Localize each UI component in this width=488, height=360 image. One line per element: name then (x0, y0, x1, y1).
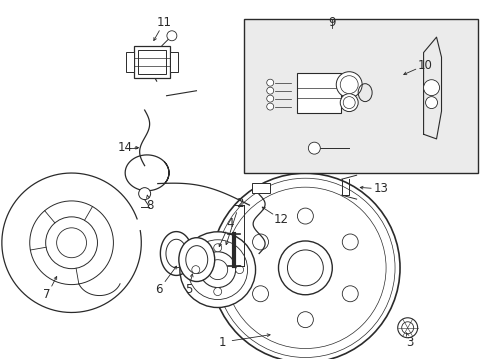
Bar (244, 19, 477, 173)
Circle shape (252, 286, 268, 302)
Bar (297, 73, 341, 113)
Circle shape (278, 241, 332, 295)
Circle shape (266, 87, 273, 94)
Text: 1: 1 (219, 336, 226, 348)
Text: 4: 4 (225, 216, 233, 230)
Circle shape (213, 244, 221, 252)
Circle shape (235, 266, 243, 274)
Text: 2: 2 (235, 197, 243, 210)
Circle shape (336, 72, 362, 98)
Circle shape (342, 286, 358, 302)
Ellipse shape (179, 238, 214, 282)
Circle shape (139, 188, 150, 199)
Bar (134, 46, 169, 78)
Text: 7: 7 (43, 288, 51, 301)
Circle shape (340, 94, 357, 112)
Text: 10: 10 (416, 59, 431, 72)
Circle shape (252, 234, 268, 250)
Circle shape (266, 95, 273, 102)
Circle shape (423, 80, 439, 96)
Text: 12: 12 (273, 213, 288, 226)
Circle shape (180, 232, 255, 307)
Circle shape (213, 288, 221, 296)
Circle shape (266, 79, 273, 86)
Text: 6: 6 (155, 283, 163, 296)
Bar (169, 52, 178, 72)
Circle shape (397, 318, 417, 338)
Text: 14: 14 (118, 141, 132, 154)
Circle shape (297, 208, 313, 224)
Text: 8: 8 (145, 199, 153, 212)
Bar (251, 183, 269, 193)
Circle shape (425, 96, 437, 109)
Circle shape (343, 96, 354, 109)
Bar (138, 50, 165, 73)
Circle shape (210, 173, 399, 360)
Text: 13: 13 (373, 183, 387, 195)
Circle shape (266, 103, 273, 110)
Circle shape (191, 266, 200, 274)
Circle shape (342, 234, 358, 250)
Circle shape (166, 31, 177, 41)
Bar (126, 52, 134, 72)
Text: 11: 11 (156, 16, 171, 29)
Text: 3: 3 (406, 336, 413, 348)
Circle shape (308, 142, 320, 154)
Circle shape (340, 76, 357, 94)
Circle shape (297, 312, 313, 328)
Circle shape (401, 322, 413, 334)
Circle shape (200, 252, 235, 288)
Text: 5: 5 (184, 283, 192, 296)
Text: 9: 9 (328, 16, 335, 29)
